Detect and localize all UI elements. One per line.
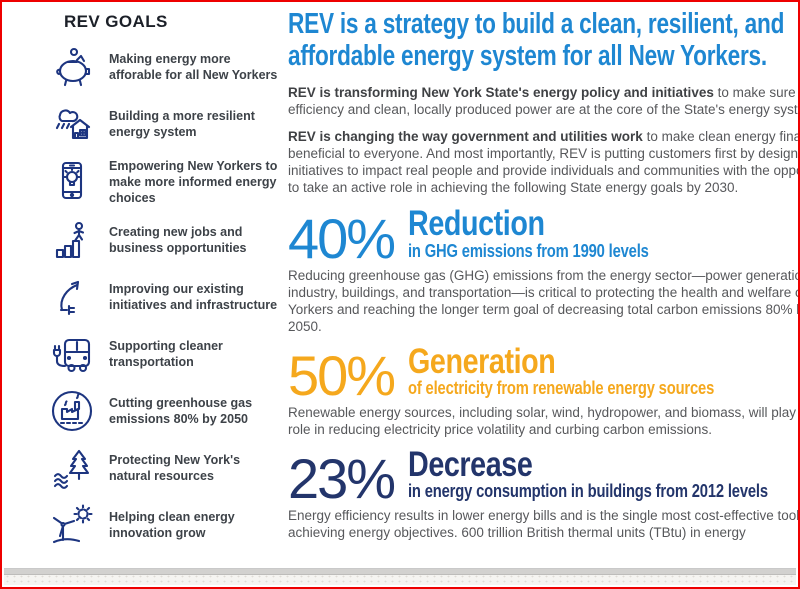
stat-renewable-generation: 50% Generation of electricity from renew… (288, 341, 798, 407)
sidebar-title: REV GOALS (64, 12, 168, 31)
piggy-bank-icon (46, 44, 98, 90)
page-title: REV is a strategy to build a clean, resi… (288, 8, 798, 73)
stat-value: 23% (288, 447, 396, 511)
intro-2-rest: to make clean energy financially benefic… (288, 129, 798, 195)
stat-subtitle: in energy consumption in buildings from … (408, 481, 768, 502)
goal-item-empowerment: Empowering New Yorkers to make more info… (46, 158, 282, 206)
goal-label: Protecting New York's natural resources (109, 453, 241, 483)
goal-item-transportation: Supporting cleaner transportation (46, 331, 282, 377)
intro-paragraph-2: REV is changing the way government and u… (288, 129, 798, 196)
electric-bus-icon (46, 331, 98, 377)
goal-label: Helping clean energy innovation grow (109, 510, 235, 540)
goal-label: Empowering New Yorkers to make more info… (109, 159, 278, 205)
stat-title: Decrease (408, 444, 533, 484)
tree-water-icon (46, 445, 98, 491)
horizontal-scrollbar-thumb[interactable] (4, 569, 796, 575)
goal-label: Building a more resilient energy system (109, 109, 255, 139)
goal-item-jobs: Creating new jobs and business opportuni… (46, 217, 282, 263)
plug-arrow-icon (46, 274, 98, 320)
phone-lightbulb-icon (46, 159, 98, 205)
main-content: REV is a strategy to build a clean, resi… (282, 2, 800, 587)
rev-goals-sidebar: REV GOALS Making energy more afforable f… (2, 2, 282, 587)
goal-item-natural-resources: Protecting New York's natural resources (46, 445, 282, 491)
goal-label: Creating new jobs and business opportuni… (109, 225, 247, 255)
stat-value: 40% (288, 206, 396, 270)
stat-subtitle: in GHG emissions from 1990 levels (408, 240, 649, 261)
wind-turbine-sun-icon (46, 502, 98, 548)
factory-emissions-icon (46, 388, 98, 434)
horizontal-scrollbar[interactable] (4, 568, 796, 585)
headline-line2: affordable energy system for all New Yor… (288, 40, 767, 73)
intro-paragraph-1: REV is transforming New York State's ene… (288, 84, 798, 118)
goal-label: Improving our existing initiatives and i… (109, 282, 278, 312)
goal-label: Making energy more afforable for all New… (109, 52, 278, 82)
stat-consumption-decrease: 23% Decrease in energy consumption in bu… (288, 444, 798, 511)
stat-consumption-decrease-body: Energy efficiency results in lower energ… (288, 508, 800, 541)
goal-item-innovation: Helping clean energy innovation grow (46, 502, 282, 548)
stat-ghg-reduction: 40% Reduction in GHG emissions from 1990… (288, 204, 798, 270)
intro-1-lead: REV is transforming New York State's ene… (288, 84, 714, 100)
stat-subtitle: of electricity from renewable energy sou… (408, 377, 715, 398)
jobs-growth-icon (46, 217, 98, 263)
stat-value: 50% (288, 343, 396, 407)
intro-1-rest: to make sure energy efficiency and clean… (288, 84, 798, 117)
stat-title: Reduction (408, 204, 545, 244)
goal-label: Supporting cleaner transportation (109, 339, 223, 369)
intro-2-lead: REV is changing the way government and u… (288, 129, 643, 145)
goal-item-improvement: Improving our existing initiatives and i… (46, 274, 282, 320)
goal-item-emissions: Cutting greenhouse gas emissions 80% by … (46, 388, 282, 434)
goal-label: Cutting greenhouse gas emissions 80% by … (109, 396, 253, 426)
stat-title: Generation (408, 341, 556, 381)
goal-item-affordability: Making energy more afforable for all New… (46, 44, 282, 90)
goal-item-resilience: Building a more resilient energy system (46, 101, 282, 147)
storm-house-icon (46, 101, 98, 147)
headline-line1: REV is a strategy to build a clean, resi… (288, 8, 785, 40)
stat-renewable-generation-body: Renewable energy sources, including sola… (288, 404, 800, 437)
stat-ghg-reduction-body: Reducing greenhouse gas (GHG) emissions … (288, 267, 800, 334)
